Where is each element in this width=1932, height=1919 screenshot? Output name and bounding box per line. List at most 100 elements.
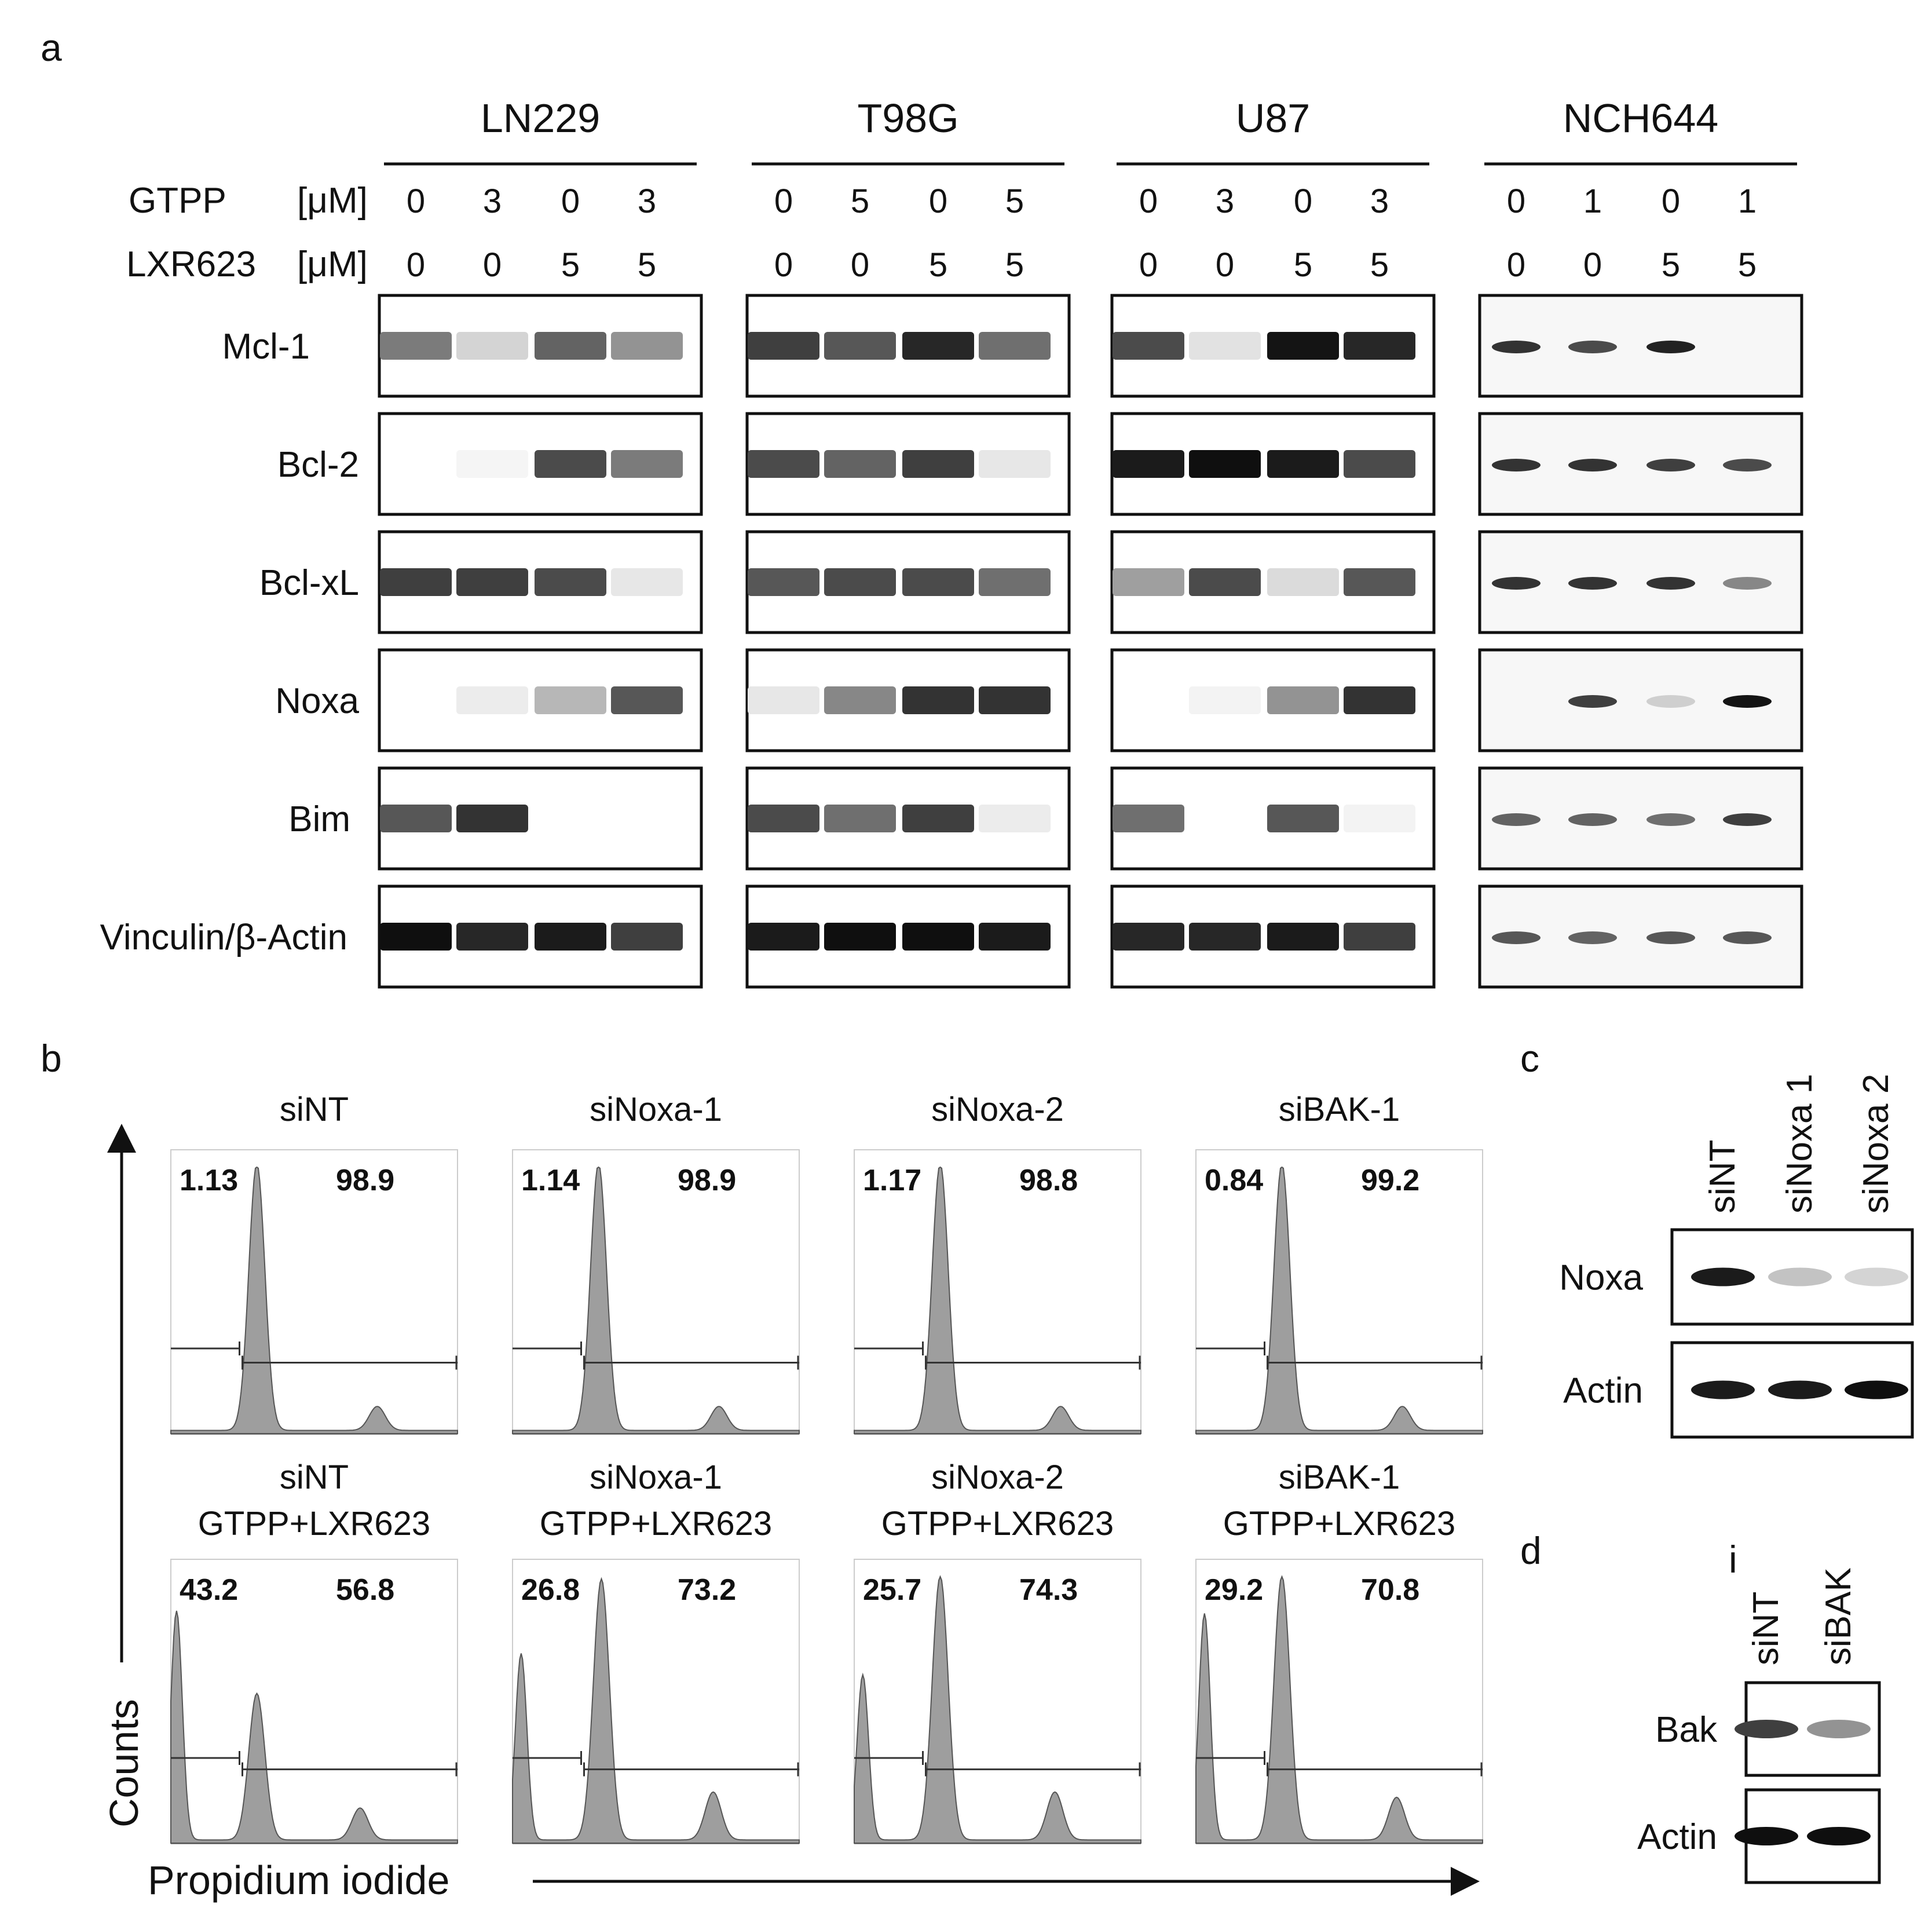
right-gate-percent: 98.9 (678, 1164, 736, 1197)
cell-line-title: NCH644 (1563, 96, 1718, 141)
lane-label: siNoxa 2 (1856, 1074, 1896, 1213)
histogram-title: siNoxa-1 (590, 1459, 722, 1496)
blot-band (1344, 805, 1415, 832)
blot-row-label: Actin (1637, 1817, 1717, 1857)
blot-band (1691, 1267, 1755, 1286)
gtpp-dose: 1 (1583, 182, 1602, 220)
right-gate-percent: 99.2 (1361, 1164, 1419, 1197)
blot-band (1267, 686, 1339, 714)
blot-band (1189, 332, 1261, 360)
blot-band (979, 332, 1051, 360)
blot-band (1646, 813, 1695, 826)
protein-label: Bim (288, 799, 350, 839)
blot-grid: LN229 0 0 3 0 0 5 3 5 T98G 0 0 5 0 0 5 5 5 U87 0 0 3 0 0 5 3 5 NCH6… (100, 96, 1803, 989)
blot-band (1768, 1380, 1832, 1399)
blot-d: siNT siBAK Bak Actin (1637, 1567, 1881, 1884)
blot-band (979, 805, 1051, 832)
panel-b-letter: b (41, 1037, 62, 1080)
protein-label: Noxa (275, 681, 359, 721)
lxr-dose: 5 (561, 246, 580, 284)
histogram-subtitle: GTPP+LXR623 (198, 1505, 430, 1542)
blot-band (611, 923, 683, 951)
blot-band (1735, 1720, 1798, 1738)
blot-band (824, 805, 896, 832)
gtpp-dose: 3 (638, 182, 656, 220)
histogram-frame (170, 1149, 458, 1434)
panel-a-letter: a (41, 26, 62, 69)
blot-band (456, 332, 528, 360)
left-gate-percent: 26.8 (521, 1573, 580, 1607)
blot-band (979, 686, 1051, 714)
left-gate (1196, 1751, 1265, 1765)
blot-band (611, 332, 683, 360)
blot-band (824, 686, 896, 714)
histogram-frame (170, 1559, 458, 1844)
blot-band (1189, 568, 1261, 596)
blot-band (979, 568, 1051, 596)
histogram-frame (1195, 1149, 1483, 1434)
blot-band (902, 805, 974, 832)
blot-band (824, 923, 896, 951)
gtpp-unit-label: [μM] (297, 181, 368, 221)
lxr-dose: 5 (1370, 246, 1389, 284)
blot-band (1568, 577, 1617, 590)
blot-band (535, 923, 606, 951)
blot-band (456, 805, 528, 832)
lane-label: siNT (1746, 1592, 1786, 1665)
histogram-title: siBAK-1 (1279, 1091, 1400, 1128)
histogram-frame (854, 1559, 1141, 1844)
blot-band (1344, 450, 1415, 478)
blot-band (748, 686, 819, 714)
blot-band (456, 686, 528, 714)
blot-band (1492, 577, 1541, 590)
lxr-dose: 0 (1583, 246, 1602, 284)
lxr-dose: 0 (1507, 246, 1525, 284)
blot-band (380, 568, 452, 596)
left-gate (854, 1342, 924, 1355)
lxr-dose: 0 (851, 246, 869, 284)
blot-band (824, 450, 896, 478)
cell-line-title: LN229 (481, 96, 600, 141)
panel-c-letter: c (1520, 1037, 1539, 1080)
lxr-dose: 5 (1294, 246, 1312, 284)
panel-d: d i siNT siBAK Bak Actin (1520, 1529, 1881, 1884)
gtpp-dose: 0 (1294, 182, 1312, 220)
histogram-curve (512, 1166, 800, 1434)
blot-band (380, 805, 452, 832)
blot-band (1568, 813, 1617, 826)
gtpp-dose: 3 (1370, 182, 1389, 220)
protein-label: Bcl-2 (277, 445, 359, 485)
blot-band (1189, 686, 1261, 714)
blot-band (380, 332, 452, 360)
gtpp-dose: 5 (851, 182, 869, 220)
right-gate-percent: 74.3 (1019, 1573, 1078, 1607)
blot-band (1113, 450, 1184, 478)
blot-band (902, 923, 974, 951)
panel-d-letter: d (1520, 1529, 1542, 1572)
blot-band (1735, 1827, 1798, 1845)
gtpp-dose: 5 (1005, 182, 1024, 220)
histogram-title: siNoxa-2 (931, 1091, 1064, 1128)
blot-band (1267, 568, 1339, 596)
blot-band (1646, 459, 1695, 471)
right-gate (1267, 1762, 1483, 1777)
histogram-title: siNT (280, 1459, 349, 1496)
blot-band (1492, 931, 1541, 944)
cell-line-title: U87 (1236, 96, 1310, 141)
gtpp-dose: 1 (1738, 182, 1757, 220)
blot-band (1568, 931, 1617, 944)
histogram-curve (170, 1166, 458, 1434)
histogram-curve (512, 1577, 800, 1844)
blot-band (1845, 1267, 1908, 1286)
blot-row-label: Actin (1563, 1371, 1643, 1411)
blot-band (1568, 341, 1617, 353)
panel-a: a GTPP [μM] LXR623 [μM] LN229 0 0 3 0 0 5 3 5 T98… (41, 26, 1803, 989)
blot-band (535, 568, 606, 596)
right-gate-percent: 70.8 (1361, 1573, 1419, 1607)
panel-b: b siNT 1.13 98.9 siNoxa-1 1.14 98.9 siNoxa-2 1.… (41, 1037, 1483, 1903)
left-gate (513, 1751, 582, 1765)
blot-band (1691, 1380, 1755, 1399)
blot-band (535, 332, 606, 360)
blot-band (902, 332, 974, 360)
